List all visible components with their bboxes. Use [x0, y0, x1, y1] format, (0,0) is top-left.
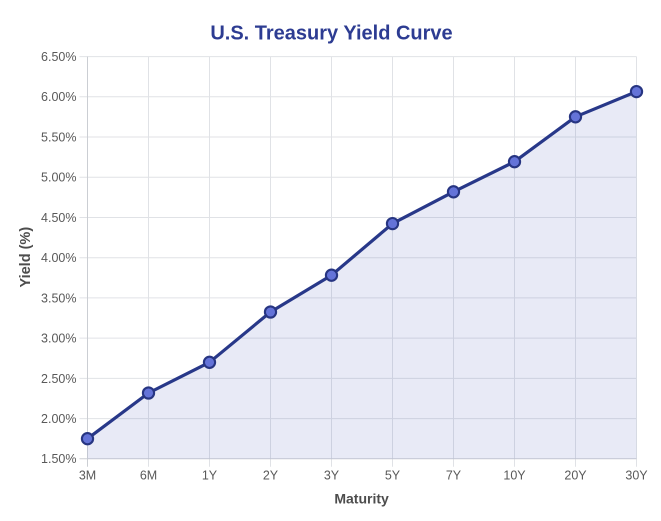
svg-text:5Y: 5Y: [385, 468, 401, 482]
svg-text:1Y: 1Y: [202, 468, 218, 482]
svg-text:5.00%: 5.00%: [41, 171, 76, 185]
svg-text:Yield (%): Yield (%): [18, 227, 34, 288]
svg-text:3.00%: 3.00%: [41, 332, 76, 346]
svg-text:2.00%: 2.00%: [41, 412, 76, 426]
svg-text:Maturity: Maturity: [334, 491, 389, 507]
svg-text:6M: 6M: [140, 468, 157, 482]
svg-text:1.50%: 1.50%: [41, 452, 76, 466]
svg-text:10Y: 10Y: [503, 468, 526, 482]
svg-text:4.50%: 4.50%: [41, 211, 76, 225]
svg-text:20Y: 20Y: [564, 468, 587, 482]
svg-text:4.00%: 4.00%: [41, 251, 76, 265]
svg-text:5.50%: 5.50%: [41, 130, 76, 144]
svg-text:2Y: 2Y: [263, 468, 279, 482]
svg-text:3Y: 3Y: [324, 468, 340, 482]
svg-text:6.00%: 6.00%: [41, 90, 76, 104]
svg-text:30Y: 30Y: [625, 468, 648, 482]
svg-text:7Y: 7Y: [446, 468, 462, 482]
svg-text:3.50%: 3.50%: [41, 291, 76, 305]
svg-text:2.50%: 2.50%: [41, 372, 76, 386]
svg-text:6.50%: 6.50%: [41, 50, 76, 64]
svg-text:3M: 3M: [79, 468, 96, 482]
svg-text:U.S. Treasury Yield Curve: U.S. Treasury Yield Curve: [210, 23, 452, 45]
